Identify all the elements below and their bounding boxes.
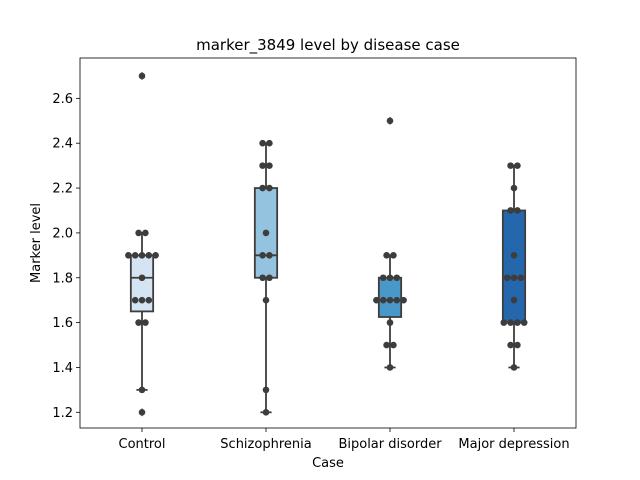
box-1 — [253, 142, 279, 414]
x-tick-label: Control — [119, 437, 166, 452]
data-point — [393, 274, 401, 282]
box-3 — [501, 164, 527, 369]
data-point — [510, 184, 518, 192]
data-point — [138, 72, 146, 80]
x-tick-label: Major depression — [458, 437, 569, 452]
y-tick-label: 1.4 — [52, 361, 73, 376]
plot-area — [79, 57, 577, 429]
y-tick-label: 1.6 — [52, 316, 73, 331]
y-axis-label: Marker level — [29, 203, 44, 283]
data-point — [514, 162, 521, 169]
y-tick-label: 1.8 — [52, 271, 73, 286]
data-point — [400, 296, 407, 304]
data-point — [393, 296, 401, 304]
data-point — [262, 409, 270, 416]
data-point — [510, 296, 518, 304]
data-point — [138, 274, 146, 282]
data-point — [507, 341, 514, 349]
data-point — [514, 207, 521, 214]
data-point — [145, 252, 153, 259]
data-point — [145, 296, 153, 304]
data-point — [386, 117, 394, 125]
data-point — [386, 364, 394, 371]
data-point — [510, 364, 518, 371]
data-point — [138, 296, 146, 304]
data-point — [383, 252, 390, 259]
data-point — [131, 296, 139, 304]
data-point — [259, 184, 266, 192]
y-axis-ticks: 1.2 1.4 1.6 1.8 2.0 2.2 2.4 2.6 — [52, 92, 80, 421]
data-point — [514, 319, 521, 326]
data-point — [138, 252, 146, 259]
y-tick-label: 2.6 — [52, 92, 73, 107]
data-point — [266, 274, 273, 282]
data-point — [135, 319, 142, 326]
chart-title: marker_3849 level by disease case — [196, 36, 460, 55]
data-point — [383, 341, 390, 349]
data-point — [507, 207, 514, 214]
data-point — [259, 162, 266, 169]
data-point — [514, 341, 521, 349]
x-axis-label: Case — [312, 456, 344, 471]
y-tick-label: 1.2 — [52, 406, 73, 421]
data-point — [266, 162, 273, 169]
data-point — [259, 139, 266, 147]
data-point — [135, 229, 142, 237]
y-tick-label: 2.2 — [52, 182, 73, 197]
data-point — [507, 162, 514, 169]
data-point — [510, 274, 518, 282]
data-point — [138, 386, 146, 394]
data-point — [266, 139, 273, 147]
data-point — [266, 184, 273, 192]
data-point — [390, 341, 397, 349]
data-point — [379, 274, 387, 282]
x-tick-label: Bipolar disorder — [338, 437, 442, 452]
data-point — [259, 274, 266, 282]
data-point — [262, 229, 270, 237]
box-body — [501, 209, 527, 324]
y-tick-label: 2.4 — [52, 137, 73, 152]
data-point — [266, 252, 273, 259]
data-point — [503, 274, 511, 282]
data-point — [386, 319, 394, 326]
data-point — [152, 252, 159, 259]
data-point — [373, 296, 380, 304]
data-point — [520, 319, 528, 326]
data-points — [125, 72, 528, 416]
box-2 — [377, 116, 403, 369]
data-point — [517, 274, 525, 282]
data-point — [379, 296, 387, 304]
x-axis-ticks: Control Schizophrenia Bipolar disorder Majo… — [119, 428, 570, 452]
boxes — [129, 71, 527, 417]
data-point — [386, 274, 394, 282]
data-point — [142, 229, 149, 237]
data-point — [138, 409, 146, 416]
data-point — [142, 319, 149, 326]
data-point — [259, 252, 266, 259]
data-point — [390, 252, 397, 259]
data-point — [262, 386, 270, 394]
box-0 — [129, 71, 155, 417]
x-tick-label: Schizophrenia — [220, 437, 311, 452]
data-point — [500, 319, 508, 326]
y-tick-label: 2.0 — [52, 226, 73, 241]
data-point — [125, 252, 132, 259]
data-point — [510, 252, 518, 259]
data-point — [262, 296, 270, 304]
data-point — [386, 296, 394, 304]
data-point — [507, 319, 514, 326]
data-point — [131, 252, 139, 259]
